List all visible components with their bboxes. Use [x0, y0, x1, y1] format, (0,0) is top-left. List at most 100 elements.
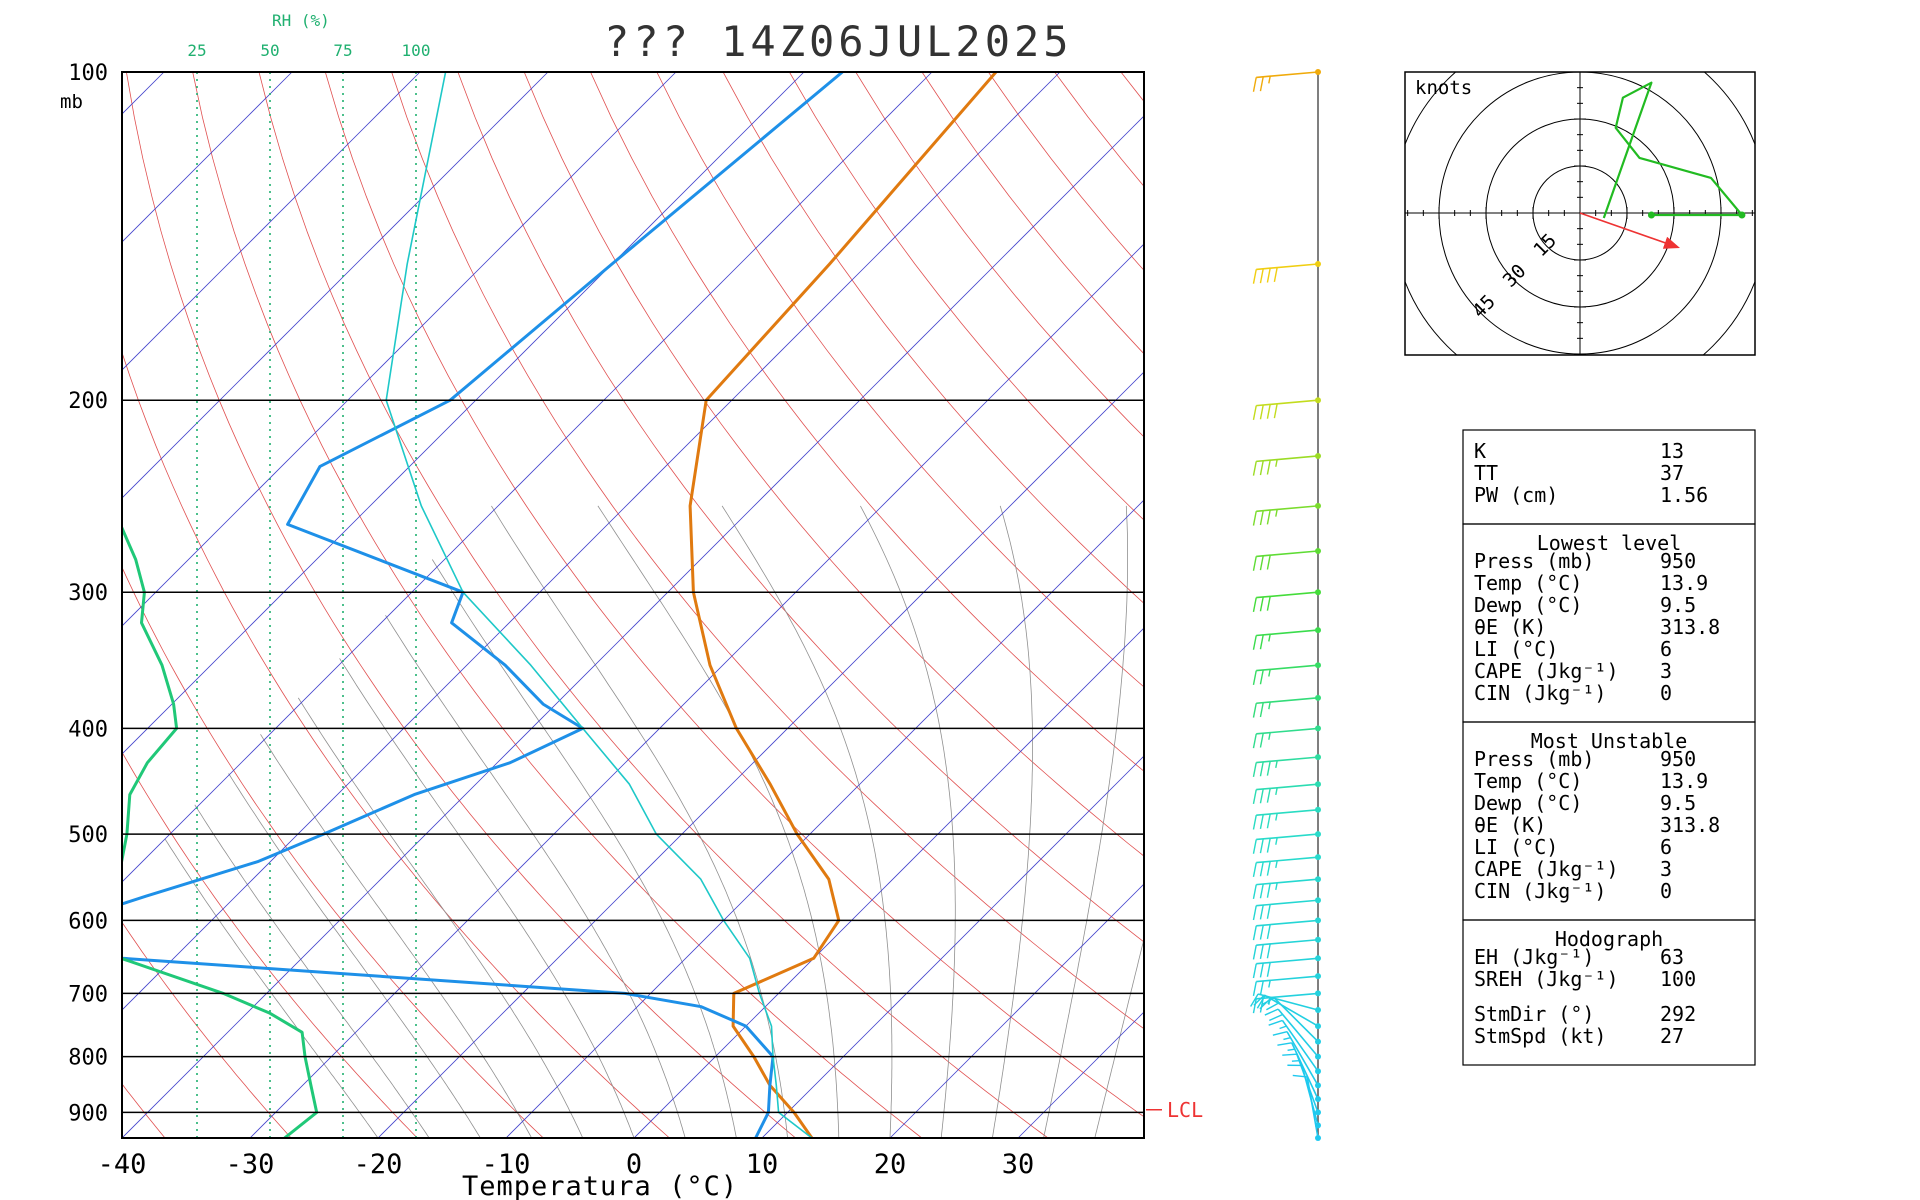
dry-adiabat-line [1784, 72, 1920, 1138]
moist-adiabat-line [1043, 505, 1128, 1138]
stats-row-value: 100 [1660, 967, 1696, 991]
stats-row-label: CAPE (Jkg⁻¹) [1474, 659, 1619, 683]
hodograph-unit-label: knots [1415, 77, 1472, 99]
moist-adiabat-line [721, 505, 893, 1138]
wind-barb [1252, 662, 1321, 686]
isotherm-line [122, 115, 1144, 1138]
stats-row-label: Dewp (°C) [1474, 791, 1582, 815]
stats-row-value: 0 [1660, 681, 1672, 705]
wind-barb [1253, 994, 1321, 1030]
isotherm-line [122, 72, 933, 883]
dry-adiabat-line [656, 72, 1144, 688]
dewpoint-profile-line [122, 72, 844, 1138]
plot-frame [121, 71, 1145, 1139]
moist-adiabat-line [260, 734, 532, 1138]
wind-barb [1252, 806, 1321, 830]
isotherm-line [377, 371, 1144, 1138]
stats-row-value: 9.5 [1660, 791, 1696, 815]
stats-row-label: StmSpd (kt) [1474, 1024, 1606, 1048]
moist-adiabat-line [297, 697, 584, 1138]
rh-tick-label: 50 [260, 41, 279, 60]
temperature-tick-label: 0 [626, 1149, 642, 1180]
pressure-tick-label: 900 [68, 1101, 108, 1126]
stats-row-value: 292 [1660, 1002, 1696, 1026]
moist-adiabat-line [385, 615, 686, 1138]
lcl-label: LCL [1167, 1098, 1203, 1122]
isotherm-line [122, 72, 1061, 1011]
pressure-tick-label: 300 [68, 581, 108, 606]
dry-adiabat-line [590, 72, 1144, 772]
wind-barb [1252, 936, 1321, 960]
pressure-tick-label: 400 [68, 717, 108, 742]
rh-tick-label: 75 [333, 41, 352, 60]
pressure-tick-label: 800 [68, 1046, 108, 1071]
wind-barb [1252, 917, 1321, 941]
dry-adiabat-line [122, 921, 292, 1138]
dry-adiabat-line [324, 72, 1144, 1118]
isotherm-line [505, 499, 1144, 1138]
stats-row-label: θE (K) [1474, 615, 1546, 639]
stats-section-heading: Most Unstable [1531, 729, 1688, 753]
stats-row-label: PW (cm) [1474, 483, 1558, 507]
dry-adiabat-line [122, 751, 418, 1138]
temperature-tick-label: -40 [98, 1149, 147, 1180]
stats-row-value: 6 [1660, 637, 1672, 661]
stats-row-label: CIN (Jkg⁻¹) [1474, 681, 1606, 705]
temperature-tick-label: 30 [1002, 1149, 1035, 1180]
stats-row-label: CAPE (Jkg⁻¹) [1474, 857, 1619, 881]
wind-barb [1252, 831, 1321, 854]
moist-adiabat-line [597, 505, 840, 1138]
dry-adiabat-line [1850, 72, 1920, 1138]
stats-row-value: 950 [1660, 549, 1696, 573]
isotherm-line [122, 72, 293, 243]
stats-row-label: EH (Jkg⁻¹) [1474, 945, 1594, 969]
dry-adiabat-line [0, 72, 39, 1138]
isotherm-line [249, 243, 1144, 1138]
wind-barb [1287, 1064, 1321, 1129]
wind-barb [1252, 69, 1321, 92]
moist-adiabat-line [228, 773, 481, 1138]
stats-row-label: Temp (°C) [1474, 769, 1582, 793]
stats-row-label: Temp (°C) [1474, 571, 1582, 595]
dry-adiabat-line [722, 72, 1144, 604]
dry-adiabat-line [1916, 72, 1920, 1138]
wind-barb [1261, 997, 1321, 1045]
stats-row-value: 950 [1660, 747, 1696, 771]
moist-adiabat-line [431, 559, 737, 1138]
wind-barb [1252, 754, 1321, 777]
profile-lines [122, 72, 998, 1138]
stats-row-value: 6 [1660, 835, 1672, 859]
isobars [122, 71, 1144, 1114]
dry-adiabat-line [192, 72, 923, 1138]
dry-adiabat-line [258, 72, 1049, 1138]
chart-title: ??? 14Z06JUL2025 [604, 17, 1073, 66]
wind-barbs [1250, 69, 1321, 1141]
wind-barb [1252, 260, 1321, 284]
wind-barb [1252, 502, 1321, 526]
dry-adiabat-line [789, 72, 1144, 521]
moist-adiabat-line [860, 505, 956, 1138]
stats-row-label: SREH (Jkg⁻¹) [1474, 967, 1619, 991]
wind-barb [1252, 781, 1321, 805]
wind-barb [1252, 547, 1321, 571]
stats-row-value: 9.5 [1660, 593, 1696, 617]
stats-row-label: StmDir (°) [1474, 1002, 1594, 1026]
wind-barb [1252, 876, 1321, 900]
dry-adiabats [0, 72, 1920, 1138]
stats-row-label: Press (mb) [1474, 747, 1594, 771]
dry-adiabat-line [855, 72, 1144, 438]
wind-barb [1268, 1019, 1321, 1075]
stats-row-value: 313.8 [1660, 615, 1720, 639]
temperature-tick-label: -10 [482, 1149, 531, 1180]
wind-barb [1252, 452, 1321, 476]
stats-row-value: 13 [1660, 439, 1684, 463]
pressure-tick-label: 100 [68, 61, 108, 86]
stats-row-value: 3 [1660, 857, 1672, 881]
dry-adiabat-line [523, 72, 1144, 857]
stats-section-box [1462, 919, 1756, 1066]
wind-barb [1252, 955, 1321, 979]
moist-adiabat-line [339, 658, 635, 1138]
isotherm-line [0, 72, 36, 1138]
